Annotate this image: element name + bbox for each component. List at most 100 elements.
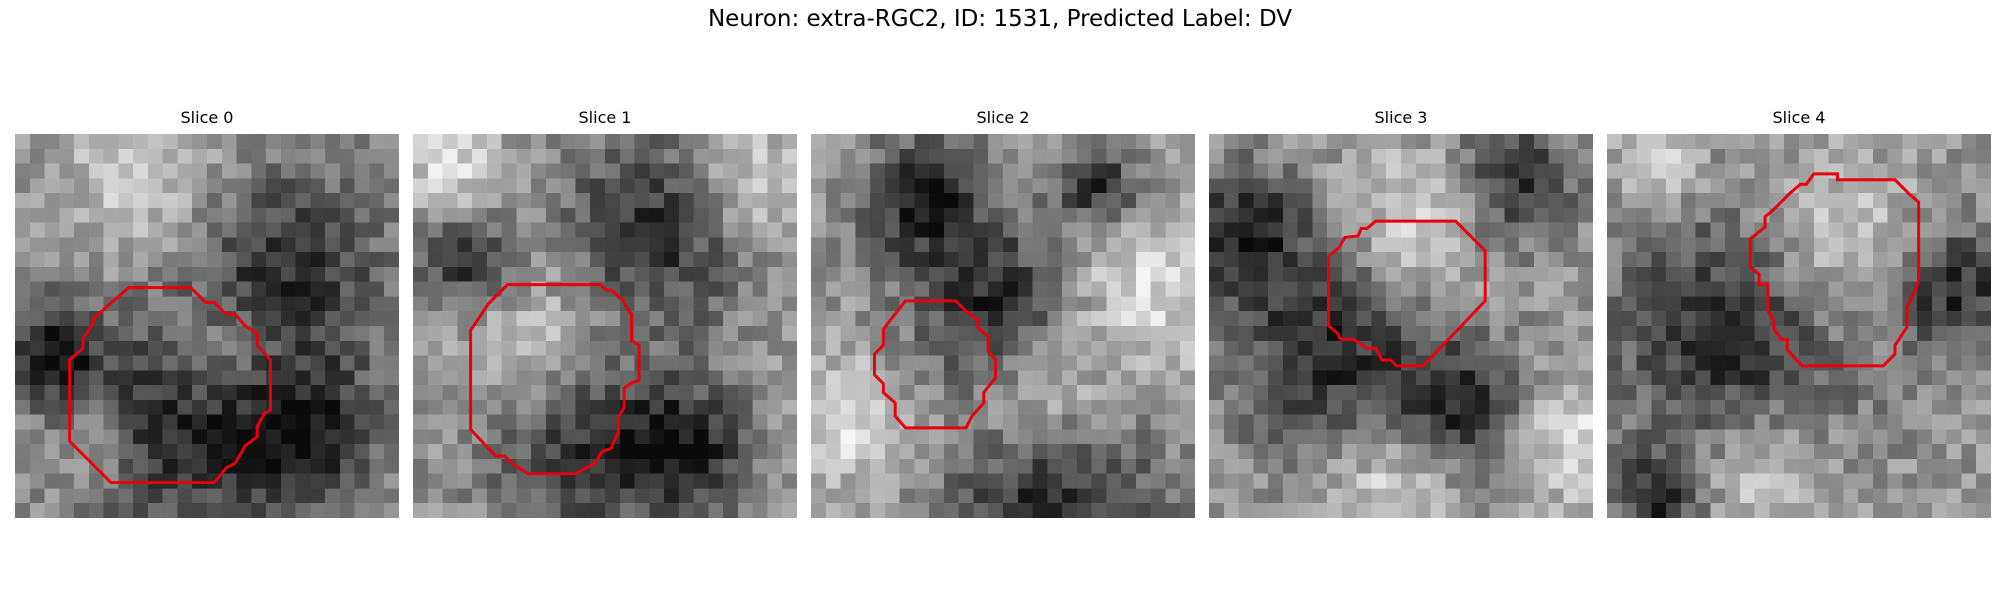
pixel [1209, 222, 1225, 238]
pixel [1415, 399, 1431, 415]
pixel [1121, 296, 1137, 312]
pixel [767, 237, 783, 253]
pixel [545, 326, 561, 342]
pixel [1003, 414, 1019, 430]
pixel [914, 458, 930, 474]
pixel [870, 266, 886, 282]
pixel [1858, 207, 1874, 223]
pixel [1341, 503, 1357, 518]
pixel [1460, 385, 1476, 401]
pixel [384, 148, 399, 164]
pixel [251, 252, 267, 268]
pixel [1253, 473, 1269, 489]
pixel [899, 163, 915, 179]
pixel [295, 355, 311, 371]
pixel [1578, 473, 1593, 489]
pixel [855, 458, 871, 474]
pixel [1931, 429, 1947, 445]
pixel [1946, 473, 1962, 489]
pixel [1297, 473, 1313, 489]
pixel [162, 222, 178, 238]
pixel [1135, 414, 1151, 430]
pixel [664, 370, 680, 386]
pixel [840, 311, 856, 327]
pixel [501, 399, 517, 415]
pixel [1976, 444, 1991, 460]
pixel [958, 458, 974, 474]
pixel [1209, 429, 1225, 445]
pixel [1415, 237, 1431, 253]
pixel [29, 488, 45, 504]
pixel [1386, 266, 1402, 282]
pixel [619, 252, 635, 268]
pixel [708, 370, 724, 386]
pixel [782, 414, 797, 430]
pixel [501, 222, 517, 238]
pixel [767, 473, 783, 489]
pixel [767, 252, 783, 268]
pixel [1135, 222, 1151, 238]
pixel [162, 281, 178, 297]
pixel [1401, 266, 1417, 282]
pixel [929, 340, 945, 356]
pixel [1813, 311, 1829, 327]
pixel [1062, 340, 1078, 356]
pixel [1739, 281, 1755, 297]
pixel [1003, 429, 1019, 445]
pixel [442, 326, 458, 342]
pixel [1519, 237, 1535, 253]
pixel [752, 163, 768, 179]
pixel [103, 429, 119, 445]
pixel [427, 281, 443, 297]
pixel [1238, 429, 1254, 445]
pixel [1651, 385, 1667, 401]
pixel [162, 237, 178, 253]
pixel [1533, 148, 1549, 164]
pixel [855, 355, 871, 371]
pixel [1887, 222, 1903, 238]
pixel [1489, 473, 1505, 489]
pixel [1917, 414, 1933, 430]
pixel [162, 326, 178, 342]
pixel [1754, 163, 1770, 179]
pixel [1032, 458, 1048, 474]
pixel [1784, 326, 1800, 342]
pixel [1489, 370, 1505, 386]
pixel [1843, 399, 1859, 415]
pixel [1548, 473, 1564, 489]
pixel [973, 207, 989, 223]
pixel [1282, 326, 1298, 342]
pixel [1106, 326, 1122, 342]
pixel [943, 399, 959, 415]
pixel [177, 207, 193, 223]
pixel [575, 503, 591, 518]
pixel [1666, 237, 1682, 253]
pixel [1460, 399, 1476, 415]
pixel [811, 252, 827, 268]
pixel [973, 134, 989, 150]
pixel [1150, 429, 1166, 445]
pixel [427, 326, 443, 342]
pixel [103, 370, 119, 386]
pixel [767, 414, 783, 430]
pixel [973, 414, 989, 430]
pixel [1695, 163, 1711, 179]
pixel [693, 266, 709, 282]
pixel [752, 148, 768, 164]
pixel [457, 340, 473, 356]
pixel [1607, 503, 1623, 518]
pixel [560, 503, 576, 518]
pixel [1371, 370, 1387, 386]
pixel [1371, 340, 1387, 356]
pixel [531, 148, 547, 164]
pixel [1135, 458, 1151, 474]
pixel [1106, 370, 1122, 386]
pixel [1813, 134, 1829, 150]
pixel [1356, 326, 1372, 342]
pixel [413, 385, 429, 401]
pixel [15, 281, 31, 297]
pixel [1327, 163, 1343, 179]
pixel [88, 237, 104, 253]
pixel [1651, 503, 1667, 518]
pixel [1858, 370, 1874, 386]
